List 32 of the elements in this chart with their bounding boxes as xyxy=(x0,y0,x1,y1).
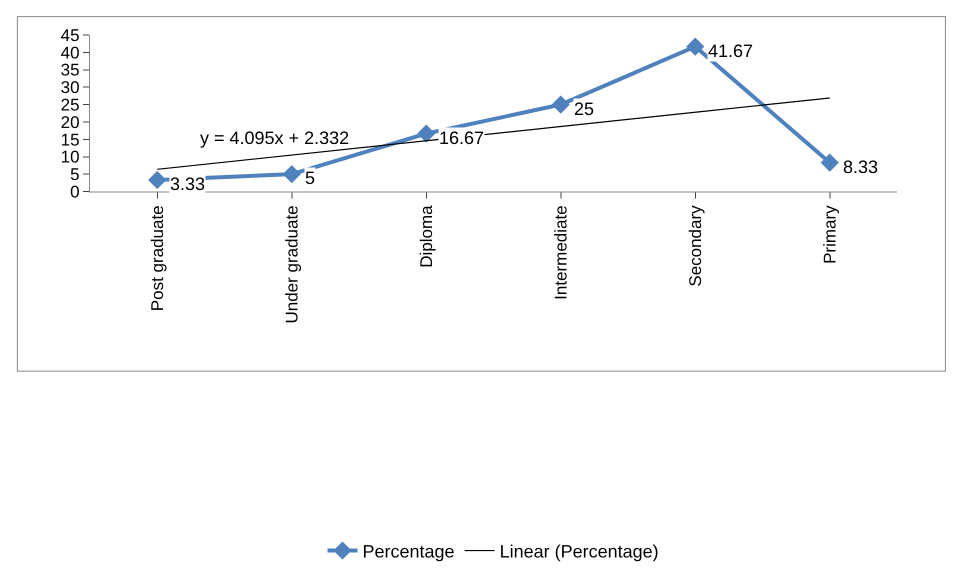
x-tick-label: Intermediate xyxy=(551,205,570,300)
x-tick-label: Diploma xyxy=(416,204,436,268)
y-tick-label: 15 xyxy=(60,130,80,150)
y-tick-label: 30 xyxy=(60,78,80,98)
y-tick-label: 10 xyxy=(60,148,80,167)
y-tick-label: 25 xyxy=(60,96,80,115)
data-label: 25 xyxy=(574,99,594,119)
point xyxy=(820,153,839,172)
data-label: 41.67 xyxy=(708,41,754,61)
line-series xyxy=(156,97,830,170)
point xyxy=(552,95,570,114)
point xyxy=(686,37,704,56)
x-tick-label: Secondary xyxy=(686,204,705,287)
x-tick-label: Primary xyxy=(820,204,840,264)
x-tick-label: Under graduate xyxy=(282,205,302,324)
data-label: 8.33 xyxy=(843,157,878,177)
data-label: 16.67 xyxy=(439,128,484,148)
y-tick-label: 0 xyxy=(70,182,80,202)
y-tick-label: 5 xyxy=(70,165,80,184)
y-tick-label: 45 xyxy=(60,26,80,45)
annotation: y = 4.095x + 2.332 xyxy=(200,128,350,148)
y-tick-label: 35 xyxy=(60,60,80,80)
point xyxy=(148,170,166,190)
data-label: 5 xyxy=(305,168,316,188)
data-label: 3.33 xyxy=(170,174,206,194)
y-tick-label: 40 xyxy=(60,43,80,62)
legend-label: Percentage xyxy=(362,542,455,562)
point xyxy=(417,124,436,143)
y-tick-label: 20 xyxy=(60,112,80,132)
point xyxy=(282,165,301,184)
legend-label: Linear (Percentage) xyxy=(500,542,659,562)
x-tick-label: Post graduate xyxy=(148,205,167,312)
